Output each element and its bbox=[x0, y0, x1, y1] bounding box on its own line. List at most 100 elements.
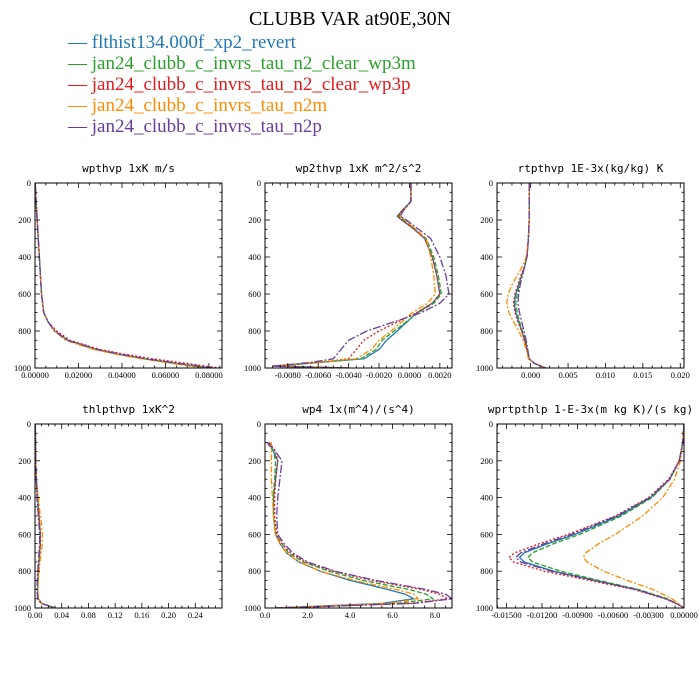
x-tick-label: 8.0 bbox=[430, 610, 441, 620]
x-tick-label: 0.20 bbox=[161, 610, 176, 620]
series-line bbox=[272, 183, 436, 368]
chart-panel: rtpthvp 1E-3x(kg/kg) K 0 200 400 600 800 1000 0… bbox=[476, 162, 690, 380]
x-tick-label: 0.0000 bbox=[398, 370, 421, 380]
y-tick-label: 600 bbox=[18, 529, 31, 539]
series-line bbox=[272, 183, 441, 368]
x-tick-label: -0.0020 bbox=[366, 370, 392, 380]
y-tick-label: 800 bbox=[248, 326, 261, 336]
y-tick-label: 1000 bbox=[14, 363, 31, 373]
x-tick-label: 0.020 bbox=[671, 370, 690, 380]
series-line bbox=[270, 442, 420, 608]
series-line bbox=[35, 183, 210, 368]
series-group bbox=[506, 183, 546, 368]
series-group bbox=[266, 441, 452, 608]
y-tick-label: 0 bbox=[489, 419, 493, 429]
y-tick-label: 400 bbox=[480, 252, 493, 262]
y-tick-label: 800 bbox=[18, 566, 31, 576]
series-line bbox=[35, 183, 214, 368]
x-tick-label: 0.00000 bbox=[670, 610, 698, 620]
series-group bbox=[272, 183, 450, 368]
y-tick-label: 800 bbox=[480, 326, 493, 336]
panel-title: wp4 1x(m^4)/(s^4) bbox=[302, 403, 415, 416]
x-tick-label: -0.0060 bbox=[305, 370, 331, 380]
legend-item: — flthist134.000f_xp2_revert bbox=[68, 32, 296, 53]
plot-frame bbox=[34, 423, 223, 609]
series-line bbox=[513, 183, 546, 368]
y-tick-label: 1000 bbox=[14, 603, 31, 613]
series-group bbox=[507, 424, 684, 608]
x-tick-label: 0.12 bbox=[108, 610, 123, 620]
x-tick-label: -0.01200 bbox=[527, 610, 557, 620]
x-tick-label: -0.00300 bbox=[633, 610, 663, 620]
plot-frame bbox=[264, 182, 453, 369]
series-line bbox=[515, 424, 684, 608]
x-tick-label: 0.02000 bbox=[65, 370, 93, 380]
x-tick-label: 0.015 bbox=[633, 370, 652, 380]
x-tick-label: 0.24 bbox=[188, 610, 204, 620]
y-tick-label: 0 bbox=[27, 419, 31, 429]
y-tick-label: 800 bbox=[480, 566, 493, 576]
panel-title: thlpthvp 1xK^2 bbox=[82, 403, 175, 416]
series-line bbox=[35, 424, 56, 608]
x-tick-label: 0.005 bbox=[558, 370, 577, 380]
x-tick-label: 2.0 bbox=[302, 610, 313, 620]
y-tick-label: 800 bbox=[18, 326, 31, 336]
legend-item: — jan24_clubb_c_invrs_tau_n2m bbox=[68, 95, 328, 116]
y-tick-label: 600 bbox=[480, 289, 493, 299]
series-line bbox=[268, 442, 450, 608]
y-tick-label: 200 bbox=[18, 456, 31, 466]
series-line bbox=[582, 424, 684, 608]
x-tick-label: 0.08 bbox=[81, 610, 96, 620]
x-tick-label: -0.01500 bbox=[491, 610, 521, 620]
x-tick-label: -0.00600 bbox=[598, 610, 628, 620]
x-tick-label: -0.0040 bbox=[336, 370, 362, 380]
y-tick-label: 600 bbox=[18, 289, 31, 299]
series-group bbox=[35, 424, 56, 608]
y-tick-label: 0 bbox=[257, 178, 261, 188]
y-tick-label: 400 bbox=[480, 493, 493, 503]
y-tick-label: 1000 bbox=[244, 363, 261, 373]
x-tick-label: 0.00 bbox=[28, 610, 43, 620]
panel-title: wprtpthlp 1-E-3x(m kg K)/(s kg) bbox=[488, 403, 693, 416]
figure-title: CLUBB VAR at90E,30N bbox=[248, 8, 452, 30]
y-tick-label: 200 bbox=[480, 215, 493, 225]
series-line bbox=[35, 183, 203, 368]
series-line bbox=[272, 183, 441, 368]
y-tick-label: 1000 bbox=[476, 603, 493, 613]
plot-frame bbox=[264, 423, 453, 609]
legend: — flthist134.000f_xp2_revert — jan24_clu… bbox=[68, 32, 416, 137]
x-tick-label: 4.0 bbox=[345, 610, 356, 620]
x-tick-label: 0.00000 bbox=[21, 370, 49, 380]
y-tick-label: 800 bbox=[248, 566, 261, 576]
series-line bbox=[35, 424, 56, 608]
x-tick-label: -0.00900 bbox=[562, 610, 592, 620]
series-line bbox=[266, 441, 452, 608]
y-tick-label: 1000 bbox=[476, 363, 493, 373]
x-tick-label: 6.0 bbox=[387, 610, 398, 620]
x-tick-label: 0.04 bbox=[54, 610, 70, 620]
legend-item: — jan24_clubb_c_invrs_tau_n2_clear_wp3p bbox=[68, 74, 411, 95]
y-tick-label: 0 bbox=[257, 419, 261, 429]
panel-title: wp2thvp 1xK m^2/s^2 bbox=[296, 162, 422, 175]
chart-panel: wprtpthlp 1-E-3x(m kg K)/(s kg) 0 200 400 60… bbox=[476, 403, 698, 620]
series-line bbox=[515, 183, 546, 368]
panel-title: rtpthvp 1E-3x(kg/kg) K bbox=[518, 162, 664, 175]
y-tick-label: 0 bbox=[489, 178, 493, 188]
x-tick-label: 0.0 bbox=[260, 610, 271, 620]
x-tick-label: 0.0020 bbox=[428, 370, 451, 380]
series-line bbox=[266, 442, 435, 608]
legend-item: — jan24_clubb_c_invrs_tau_n2_clear_wp3m bbox=[68, 53, 416, 74]
x-tick-label: -0.0080 bbox=[275, 370, 301, 380]
y-tick-label: 200 bbox=[18, 215, 31, 225]
series-line bbox=[517, 183, 546, 368]
y-tick-label: 200 bbox=[248, 215, 261, 225]
series-group bbox=[35, 183, 220, 368]
y-tick-label: 600 bbox=[480, 529, 493, 539]
series-line bbox=[35, 183, 207, 368]
y-tick-label: 200 bbox=[480, 456, 493, 466]
series-line bbox=[518, 424, 684, 608]
